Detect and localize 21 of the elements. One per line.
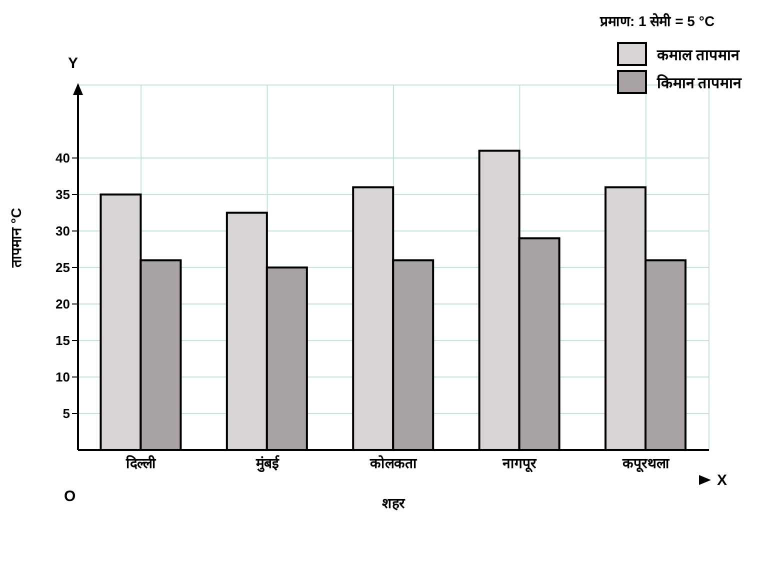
x-tick-label: नागपूर xyxy=(502,454,538,473)
y-tick-label: 10 xyxy=(56,370,70,385)
text: O xyxy=(64,488,76,505)
x-tick-label: कपूरथला xyxy=(621,454,670,473)
y-tick-label: 40 xyxy=(56,150,70,166)
text: Y xyxy=(68,55,78,72)
text: X xyxy=(717,472,728,489)
legend-label: कमाल तापमान xyxy=(656,46,739,64)
x-tick-label: मुंबई xyxy=(254,454,280,473)
y-tick-label: 25 xyxy=(56,260,70,276)
y-tick-label: 20 xyxy=(56,296,70,312)
y-tick-label: 35 xyxy=(56,187,70,202)
x-axis-title: शहर xyxy=(382,495,406,511)
x-tick-label: दिल्ली xyxy=(125,454,158,471)
y-tick-label: 5 xyxy=(62,406,70,422)
y-tick-label: 30 xyxy=(56,224,70,239)
text: प्रमाण: 1 सेमी = 5 °C xyxy=(600,12,715,30)
y-tick-label: 15 xyxy=(56,333,70,348)
x-tick-label: कोलकता xyxy=(369,454,418,471)
legend-label: किमान तापमान xyxy=(656,73,741,92)
y-axis-title: तापमान °C xyxy=(8,208,24,268)
